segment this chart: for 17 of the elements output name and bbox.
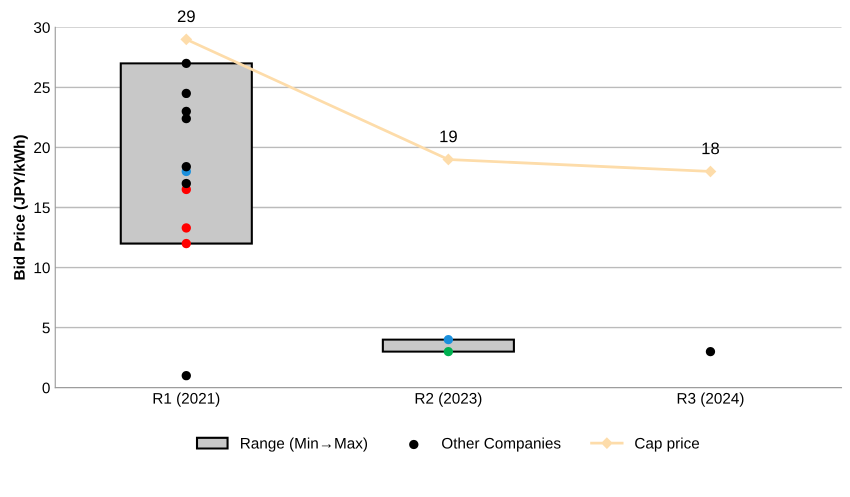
y-axis-title: Bid Price (JPY/kWh) — [14, 135, 28, 280]
y-tick-label: 0 — [42, 382, 50, 394]
y-tick-label: 25 — [34, 82, 50, 94]
data-label: 19 — [440, 130, 457, 142]
y-tick-label: 15 — [34, 202, 50, 214]
data-label: 18 — [702, 142, 720, 154]
data-label: 29 — [178, 10, 195, 22]
x-tick-label: R2 (2023) — [416, 392, 482, 407]
y-tick-label: 5 — [42, 322, 50, 334]
legend-label: Other Companies — [442, 437, 560, 452]
y-tick-label: 10 — [34, 262, 50, 274]
y-tick-label: 20 — [34, 142, 50, 154]
legend-label: Range (Min→Max) — [241, 437, 368, 452]
x-tick-label: R1 (2021) — [154, 392, 220, 407]
legend-label: Cap price — [635, 437, 700, 452]
x-tick-label: R3 (2024) — [678, 392, 744, 407]
y-tick-label: 30 — [34, 22, 50, 34]
